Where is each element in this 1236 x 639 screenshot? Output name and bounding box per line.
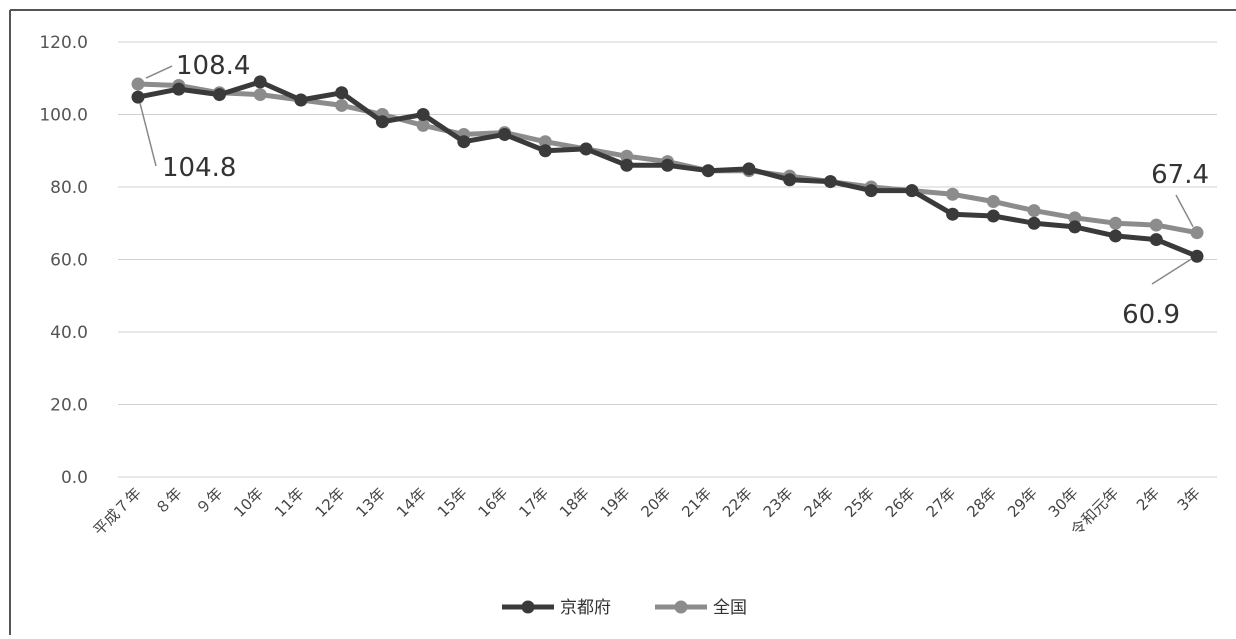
- x-tick-label: 19年: [597, 484, 634, 521]
- data-point: [1068, 220, 1082, 234]
- data-point: [905, 184, 919, 198]
- data-point: [375, 115, 389, 129]
- x-tick-label: 平成７年: [90, 484, 145, 539]
- data-point: [538, 135, 552, 149]
- data-point: [1109, 229, 1123, 243]
- legend-marker: [521, 600, 535, 614]
- y-tick-label: 60.0: [50, 251, 88, 271]
- y-axis-tick-labels: 0.0 20.0 40.0 60.0 80.0 100.0 120.0: [39, 33, 88, 488]
- x-tick-label: 23年: [760, 484, 797, 521]
- x-tick-label: 14年: [393, 484, 430, 521]
- series-lines: [131, 75, 1204, 263]
- data-point: [864, 184, 878, 198]
- data-point: [1149, 218, 1163, 232]
- annotation-label: 108.4: [176, 51, 250, 81]
- annotation-leader-line: [139, 102, 157, 167]
- data-point: [131, 77, 145, 91]
- data-point: [253, 75, 267, 89]
- x-tick-label: 21年: [678, 484, 715, 521]
- x-tick-label: 22年: [719, 484, 756, 521]
- x-tick-label: 13年: [352, 484, 389, 521]
- y-tick-label: 20.0: [50, 396, 88, 416]
- x-tick-label: 15年: [434, 484, 471, 521]
- data-point: [1149, 233, 1163, 247]
- x-tick-label: 18年: [556, 484, 593, 521]
- x-tick-label: 28年: [963, 484, 1000, 521]
- data-point: [335, 86, 349, 100]
- data-point: [253, 88, 267, 102]
- data-point: [823, 175, 837, 189]
- annotation-leader-line: [1151, 258, 1192, 285]
- data-point: [946, 207, 960, 221]
- x-tick-label: 27年: [923, 484, 960, 521]
- data-point: [661, 158, 674, 172]
- x-tick-label: 11年: [271, 484, 308, 521]
- data-point: [294, 93, 308, 107]
- annotation-label: 60.9: [1122, 300, 1180, 330]
- data-point: [416, 108, 430, 121]
- data-point: [701, 164, 715, 178]
- y-tick-label: 100.0: [39, 106, 88, 126]
- data-point: [1027, 204, 1041, 218]
- y-tick-label: 120.0: [39, 33, 88, 53]
- data-point: [416, 118, 430, 132]
- data-point: [498, 127, 512, 141]
- data-point: [538, 144, 552, 158]
- x-tick-label: 17年: [515, 484, 552, 521]
- data-point: [783, 173, 797, 187]
- x-tick-label: 29年: [1004, 484, 1041, 521]
- data-point: [457, 135, 471, 149]
- x-tick-label: 20年: [637, 484, 674, 521]
- data-point: [172, 82, 186, 96]
- x-tick-label: ９年: [192, 484, 226, 518]
- annotation-leader-line: [1175, 194, 1194, 228]
- x-tick-label: 10年: [230, 484, 267, 521]
- annotation-leader-line: [145, 65, 173, 79]
- data-point: [1109, 216, 1123, 230]
- data-point: [1027, 216, 1041, 230]
- data-point: [620, 149, 634, 163]
- annotation-label: 67.4: [1151, 160, 1209, 190]
- legend-label: 全国: [713, 598, 747, 618]
- y-tick-label: 80.0: [50, 178, 88, 198]
- legend-label: 京都府: [560, 598, 611, 618]
- gridlines: [118, 41, 1217, 478]
- data-point: [1190, 226, 1204, 240]
- x-tick-label: 24年: [800, 484, 837, 521]
- annotation-label: 104.8: [162, 153, 236, 183]
- data-point: [131, 90, 145, 104]
- x-tick-label: 26年: [882, 484, 919, 521]
- x-tick-label: 2年: [1133, 484, 1163, 514]
- data-point: [620, 158, 634, 172]
- data-point: [1190, 249, 1204, 263]
- x-tick-label: 12年: [312, 484, 349, 521]
- data-point: [986, 195, 1000, 208]
- legend-marker: [674, 600, 688, 614]
- legend: 京都府 全国: [502, 598, 747, 618]
- data-point: [742, 162, 756, 176]
- y-tick-label: 0.0: [61, 468, 88, 488]
- data-point: [1068, 211, 1082, 225]
- x-axis-tick-labels: 平成７年 ８年 ９年 10年 11年 12年 13年 14年 15年 16年 17年 18年 19年 20…: [90, 484, 1204, 539]
- x-tick-label: 3年: [1174, 484, 1204, 514]
- data-point: [212, 88, 226, 102]
- y-tick-label: 40.0: [50, 323, 88, 343]
- x-tick-label: 30年: [1045, 484, 1082, 521]
- x-tick-label: ８年: [152, 484, 186, 518]
- data-point: [946, 187, 960, 201]
- x-tick-label: 16年: [475, 484, 512, 521]
- data-point: [335, 98, 349, 112]
- data-point: [986, 209, 1000, 223]
- data-point: [579, 142, 593, 156]
- data-label-annotations: 108.4 104.8 67.4 60.9: [139, 51, 1209, 330]
- x-tick-label: 25年: [841, 484, 878, 521]
